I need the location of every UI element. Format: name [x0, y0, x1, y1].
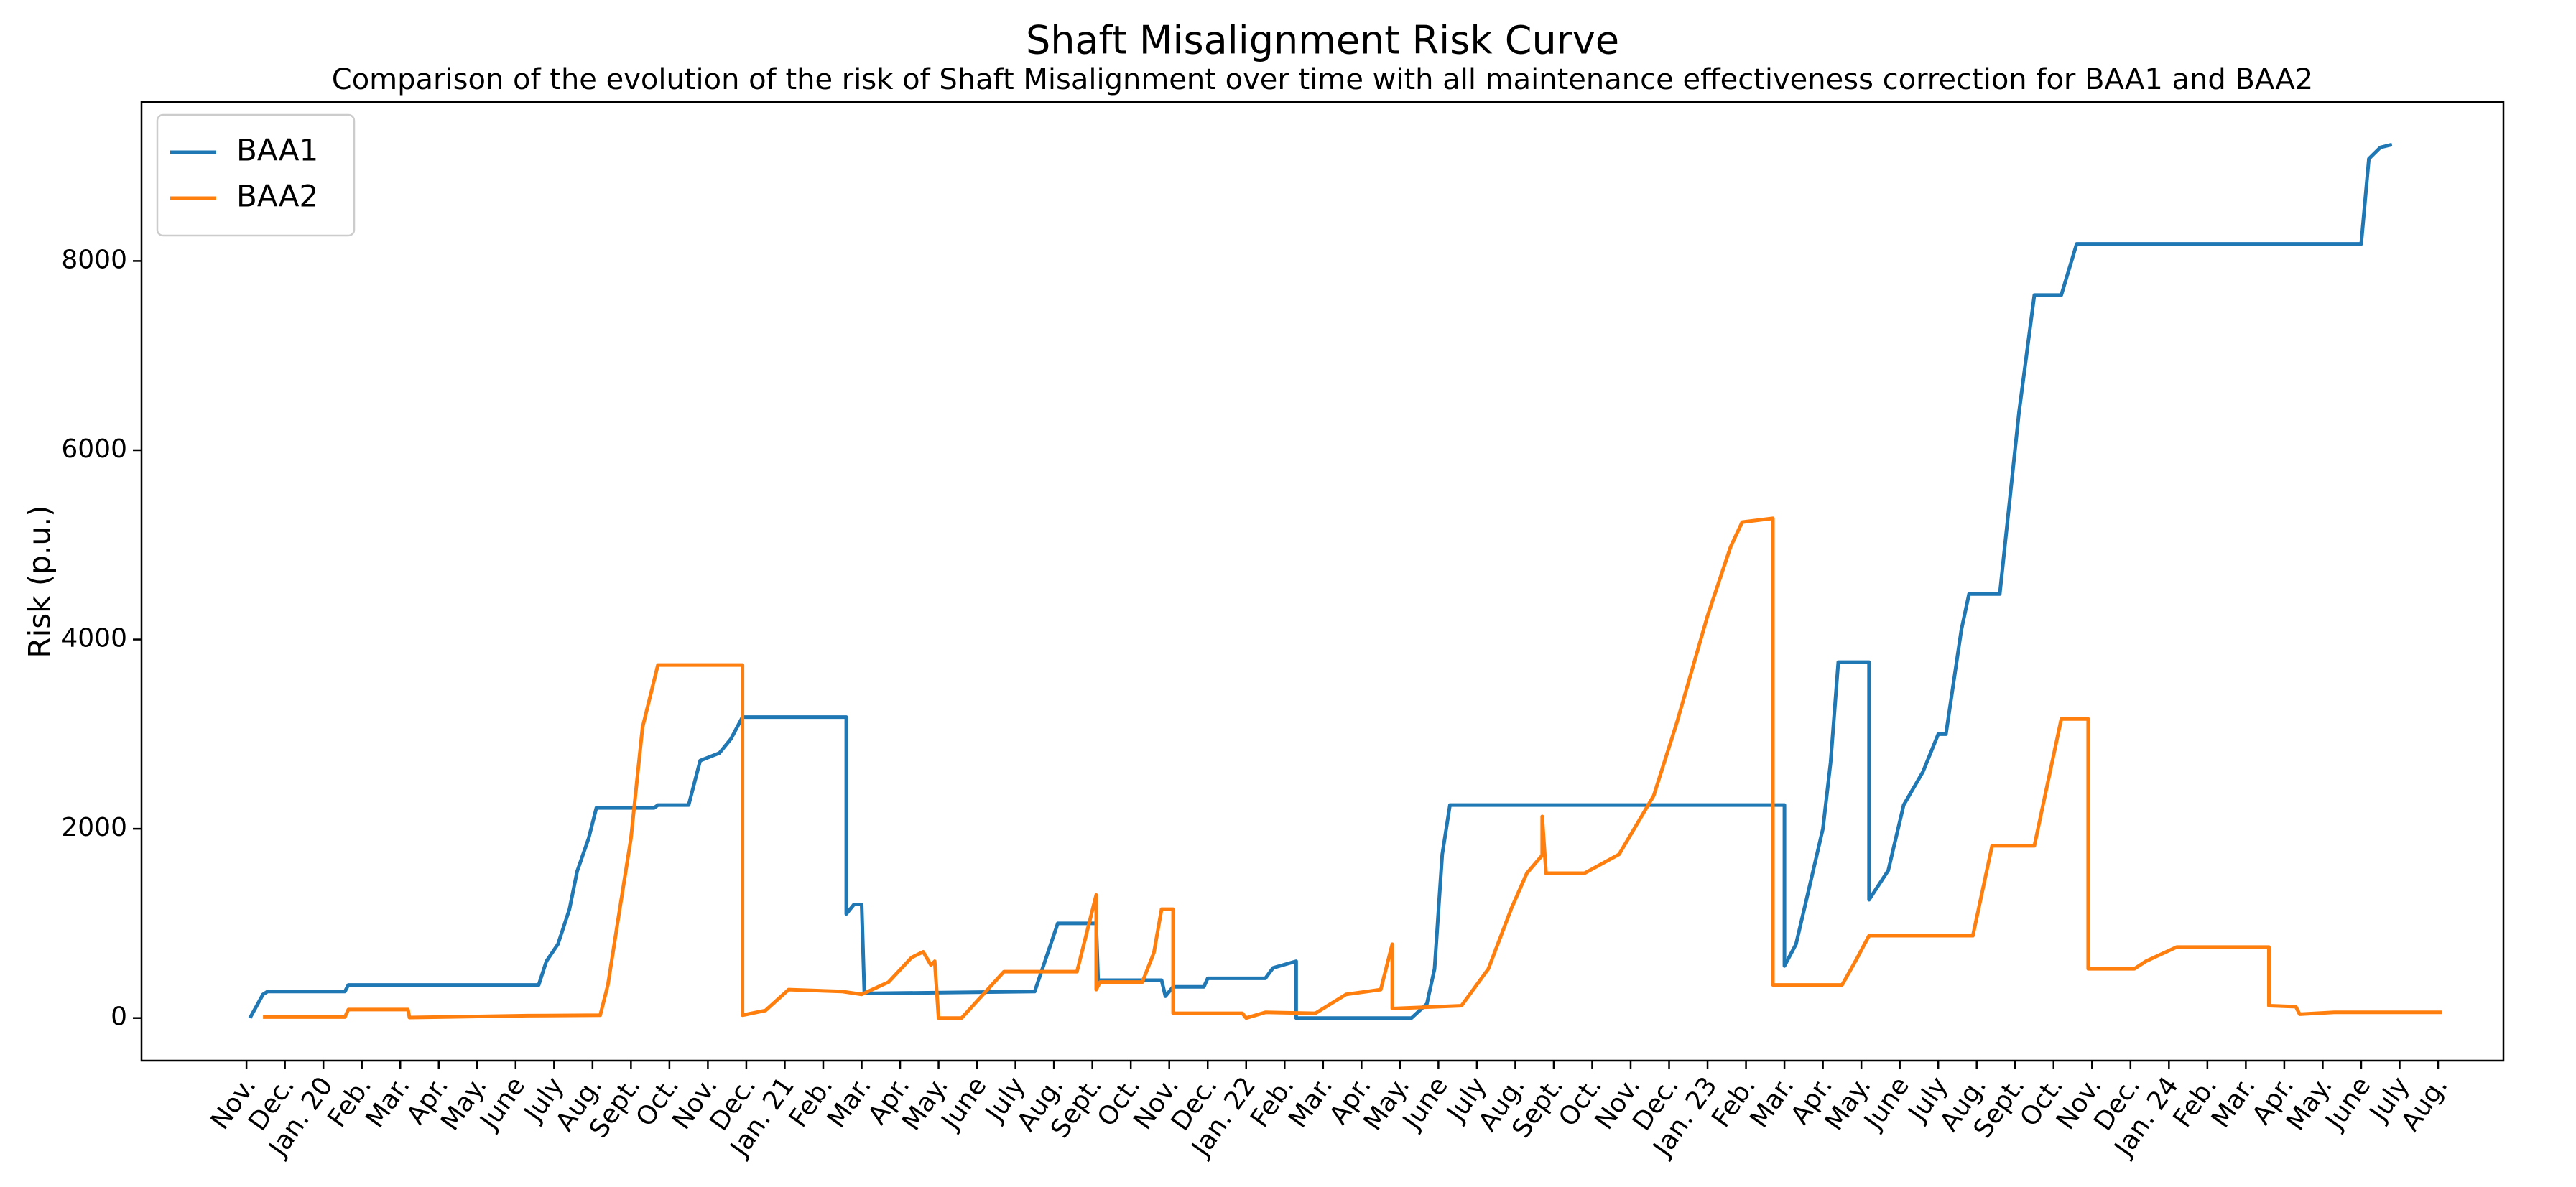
series-line — [263, 516, 2442, 1020]
y-axis-label: Risk (p.u.) — [22, 505, 57, 658]
y-tick-label: 4000 — [61, 624, 127, 653]
y-tick-label: 6000 — [61, 434, 127, 464]
series-line — [248, 142, 2393, 1020]
chart-title: Shaft Misalignment Risk Curve — [1026, 18, 1619, 63]
legend-label: BAA2 — [236, 179, 318, 214]
legend-label: BAA1 — [236, 133, 318, 168]
chart-subtitle: Comparison of the evolution of the risk … — [332, 63, 2313, 96]
y-tick-label: 8000 — [61, 245, 127, 274]
y-tick-label: 2000 — [61, 813, 127, 842]
axes-frame — [140, 101, 2505, 1062]
legend-box — [156, 113, 356, 237]
y-tick-label: 0 — [111, 1002, 127, 1032]
